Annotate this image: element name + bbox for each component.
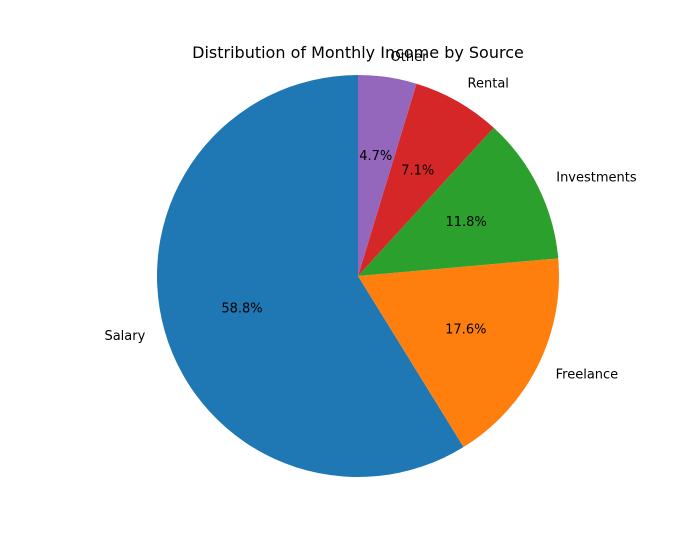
pie-slices [156, 75, 559, 478]
percent-label-other: 4.7% [359, 149, 392, 164]
percent-label-investments: 11.8% [445, 215, 486, 230]
percent-label-freelance: 17.6% [445, 323, 486, 338]
pie-slice-other [358, 75, 417, 276]
pie-slice-investments [358, 127, 559, 277]
pie-slice-rental [358, 83, 494, 277]
pie-slice-freelance [358, 258, 559, 448]
slice-label-investments: Investments [556, 171, 637, 186]
pie-labels: Salary 58.8% Freelance 17.6% Investments 11.8… [104, 50, 636, 383]
percent-label-salary: 58.8% [221, 301, 262, 316]
percent-label-rental: 7.1% [401, 164, 434, 179]
slice-label-rental: Rental [468, 76, 509, 91]
chart-title: Distribution of Monthly Income by Source [192, 43, 524, 62]
slice-label-other: Other [391, 50, 429, 65]
pie-slice-salary [156, 75, 464, 478]
slice-label-salary: Salary [104, 329, 145, 344]
slice-label-freelance: Freelance [556, 368, 619, 383]
